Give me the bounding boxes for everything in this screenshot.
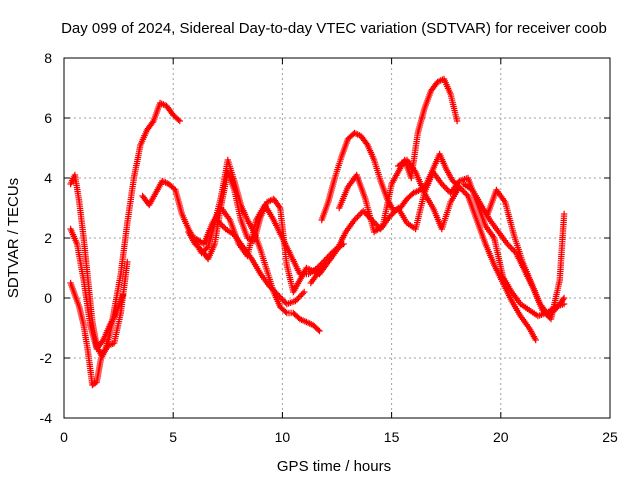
series-arc3	[67, 225, 127, 353]
y-tick-label: 4	[44, 170, 52, 186]
y-tick-label: -4	[40, 410, 53, 426]
y-tick-label: 8	[44, 50, 52, 66]
series-arc7	[213, 216, 308, 308]
series-arc13	[484, 186, 568, 320]
series-arc1	[67, 99, 183, 359]
y-tick-label: 0	[44, 290, 52, 306]
y-tick-label: -2	[40, 350, 53, 366]
x-tick-label: 25	[602, 429, 618, 445]
x-tick-label: 5	[169, 429, 177, 445]
data-series	[67, 75, 568, 389]
x-tick-labels: 0 5 10 15 20 25	[60, 429, 618, 445]
series-arc4	[139, 156, 323, 335]
x-axis-label: GPS time / hours	[277, 458, 391, 475]
x-tick-label: 10	[275, 429, 291, 445]
grid	[64, 58, 610, 418]
y-tick-label: 2	[44, 230, 52, 246]
series-arc11	[395, 156, 539, 344]
series-arc2	[67, 258, 131, 389]
axis-ticks	[63, 57, 611, 419]
x-tick-label: 15	[384, 429, 400, 445]
chart-title: Day 099 of 2024, Sidereal Day-to-day VTE…	[61, 20, 607, 37]
y-tick-labels: -4 -2 0 2 4 6 8	[40, 50, 53, 426]
x-tick-label: 20	[493, 429, 509, 445]
x-tick-label: 0	[60, 429, 68, 445]
y-tick-label: 6	[44, 110, 52, 126]
y-axis-label: SDTVAR / TECUs	[5, 178, 22, 298]
